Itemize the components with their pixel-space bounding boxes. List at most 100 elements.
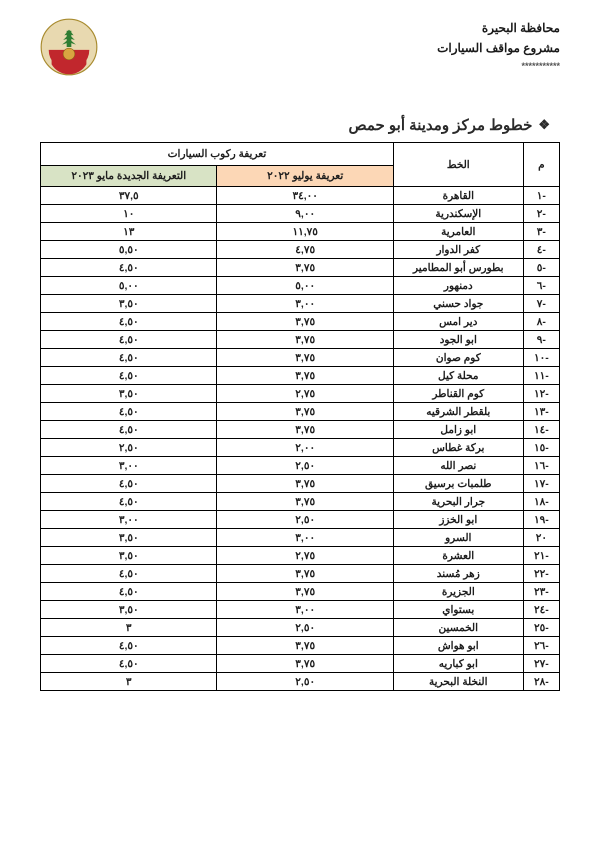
table-container: م الخط تعريفة ركوب السيارات تعريفة يوليو… xyxy=(0,142,600,711)
cell-line: الخمسين xyxy=(393,619,523,637)
cell-number: -٨ xyxy=(523,313,559,331)
cell-number: -٢٧ xyxy=(523,655,559,673)
table-row: -١٢كوم القناطر٢,٧٥٣,٥٠ xyxy=(41,385,560,403)
header-row-1: م الخط تعريفة ركوب السيارات xyxy=(41,143,560,166)
cell-may: ٥,٥٠ xyxy=(41,241,217,259)
cell-line: العامرية xyxy=(393,223,523,241)
table-row: -٢٤بستواي٣,٠٠٣,٥٠ xyxy=(41,601,560,619)
cell-may: ٣,٠٠ xyxy=(41,511,217,529)
table-row: -٩ابو الجود٣,٧٥٤,٥٠ xyxy=(41,331,560,349)
cell-july: ٣,٧٥ xyxy=(217,259,393,277)
cell-line: العشرة xyxy=(393,547,523,565)
th-may-tariff: التعريفة الجديدة مايو ٢٠٢٣ xyxy=(41,166,217,187)
cell-july: ٥,٠٠ xyxy=(217,277,393,295)
cell-july: ٢,٥٠ xyxy=(217,673,393,691)
cell-line: زهر مُسند xyxy=(393,565,523,583)
cell-line: بلقطر الشرقيه xyxy=(393,403,523,421)
cell-number: -١٦ xyxy=(523,457,559,475)
cell-line: ابو زامل xyxy=(393,421,523,439)
cell-line: كوم القناطر xyxy=(393,385,523,403)
cell-may: ٣ xyxy=(41,619,217,637)
project-label: مشروع مواقف السيارات xyxy=(437,38,560,58)
cell-may: ٤,٥٠ xyxy=(41,493,217,511)
cell-number: -١٩ xyxy=(523,511,559,529)
table-head: م الخط تعريفة ركوب السيارات تعريفة يوليو… xyxy=(41,143,560,187)
cell-line: بطورس أبو المطامير xyxy=(393,259,523,277)
cell-july: ٣,٠٠ xyxy=(217,529,393,547)
th-line: الخط xyxy=(393,143,523,187)
cell-may: ٤,٥٠ xyxy=(41,349,217,367)
cell-number: -١٠ xyxy=(523,349,559,367)
table-row: -٣العامرية١١,٧٥١٣ xyxy=(41,223,560,241)
cell-number: -٤ xyxy=(523,241,559,259)
cell-july: ٢,٠٠ xyxy=(217,439,393,457)
cell-july: ٢,٥٠ xyxy=(217,511,393,529)
cell-may: ٣,٥٠ xyxy=(41,547,217,565)
cell-line: ابو الخزز xyxy=(393,511,523,529)
cell-line: نصر الله xyxy=(393,457,523,475)
table-row: -٢٦ابو هواش٣,٧٥٤,٥٠ xyxy=(41,637,560,655)
th-number: م xyxy=(523,143,559,187)
header-stars: *********** xyxy=(437,59,560,74)
cell-july: ٢,٧٥ xyxy=(217,385,393,403)
cell-line: ابو كباريه xyxy=(393,655,523,673)
cell-line: جرار البحرية xyxy=(393,493,523,511)
cell-july: ٣,٧٥ xyxy=(217,349,393,367)
cell-may: ٣,٥٠ xyxy=(41,601,217,619)
cell-number: -١٤ xyxy=(523,421,559,439)
cell-may: ١٠ xyxy=(41,205,217,223)
cell-july: ٣,٧٥ xyxy=(217,583,393,601)
cell-number: -١٧ xyxy=(523,475,559,493)
cell-july: ٣,٧٥ xyxy=(217,421,393,439)
cell-number: -٢٨ xyxy=(523,673,559,691)
cell-line: النخلة البحرية xyxy=(393,673,523,691)
cell-line: الجزيرة xyxy=(393,583,523,601)
cell-may: ٣,٠٠ xyxy=(41,457,217,475)
table-row: -١٧طلمبات برسيق٣,٧٥٤,٥٠ xyxy=(41,475,560,493)
th-tariff-group: تعريفة ركوب السيارات xyxy=(41,143,394,166)
cell-july: ٣,٧٥ xyxy=(217,367,393,385)
header-text-block: محافظة البحيرة مشروع مواقف السيارات ****… xyxy=(437,18,560,74)
table-row: -١٨جرار البحرية٣,٧٥٤,٥٠ xyxy=(41,493,560,511)
cell-may: ٤,٥٠ xyxy=(41,259,217,277)
cell-number: -٢ xyxy=(523,205,559,223)
cell-may: ٤,٥٠ xyxy=(41,475,217,493)
cell-july: ٣,٧٥ xyxy=(217,475,393,493)
table-row: -٦دمنهور٥,٠٠٥,٠٠ xyxy=(41,277,560,295)
cell-july: ٣,٠٠ xyxy=(217,295,393,313)
cell-july: ٣,٧٥ xyxy=(217,655,393,673)
th-july-tariff: تعريفة يوليو ٢٠٢٢ xyxy=(217,166,393,187)
cell-line: ابو هواش xyxy=(393,637,523,655)
cell-may: ٤,٥٠ xyxy=(41,637,217,655)
cell-july: ٢,٥٠ xyxy=(217,457,393,475)
table-row: -٢٣الجزيرة٣,٧٥٤,٥٠ xyxy=(41,583,560,601)
cell-may: ٤,٥٠ xyxy=(41,583,217,601)
governorate-label: محافظة البحيرة xyxy=(437,18,560,38)
cell-line: جواد حسني xyxy=(393,295,523,313)
cell-line: كوم صوان xyxy=(393,349,523,367)
table-row: -١٩ابو الخزز٢,٥٠٣,٠٠ xyxy=(41,511,560,529)
cell-may: ٤,٥٠ xyxy=(41,421,217,439)
section-title-row: ❖ خطوط مركز ومدينة أبو حمص xyxy=(0,86,600,142)
cell-may: ٤,٥٠ xyxy=(41,655,217,673)
cell-july: ٩,٠٠ xyxy=(217,205,393,223)
cell-july: ٣,٧٥ xyxy=(217,313,393,331)
cell-may: ٣,٥٠ xyxy=(41,295,217,313)
cell-july: ٢,٧٥ xyxy=(217,547,393,565)
cell-may: ٢,٥٠ xyxy=(41,439,217,457)
cell-line: القاهرة xyxy=(393,187,523,205)
cell-line: بستواي xyxy=(393,601,523,619)
cell-number: -٣ xyxy=(523,223,559,241)
cell-may: ٣,٥٠ xyxy=(41,529,217,547)
table-row: -٢٧ابو كباريه٣,٧٥٤,٥٠ xyxy=(41,655,560,673)
page: محافظة البحيرة مشروع مواقف السيارات ****… xyxy=(0,0,600,848)
cell-may: ١٣ xyxy=(41,223,217,241)
cell-july: ٣,٧٥ xyxy=(217,403,393,421)
section-title: خطوط مركز ومدينة أبو حمص xyxy=(348,116,532,134)
cell-may: ٣٧,٥ xyxy=(41,187,217,205)
cell-number: -٢٢ xyxy=(523,565,559,583)
cell-number: -١١ xyxy=(523,367,559,385)
cell-line: السرو xyxy=(393,529,523,547)
table-row: ٢٠السرو٣,٠٠٣,٥٠ xyxy=(41,529,560,547)
table-row: -٧جواد حسني٣,٠٠٣,٥٠ xyxy=(41,295,560,313)
